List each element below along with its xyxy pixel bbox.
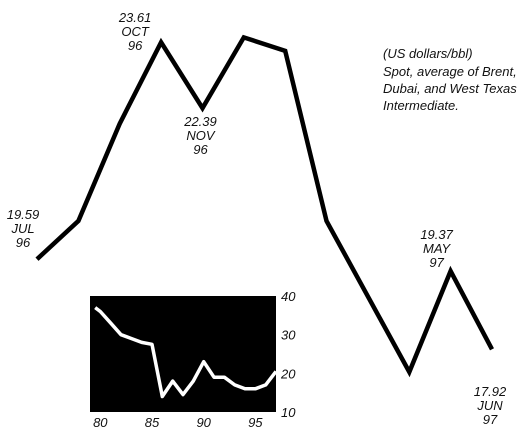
note-line-1: (US dollars/bbl): [383, 46, 473, 61]
data-label: JUN: [476, 398, 503, 413]
inset-y-tick-label: 10: [281, 405, 296, 420]
data-label: 96: [193, 142, 208, 157]
note-line-4: Intermediate.: [383, 98, 459, 113]
inset-x-tick-label: 85: [145, 415, 160, 430]
data-label: 97: [483, 412, 498, 427]
data-label: 97: [429, 255, 444, 270]
data-label: 19.37: [420, 227, 453, 242]
inset-y-tick-label: 40: [281, 289, 296, 304]
inset-y-tick-label: 30: [281, 328, 296, 343]
data-label: 19.59: [7, 207, 40, 222]
data-label: JUL: [10, 221, 34, 236]
data-label: 96: [128, 38, 143, 53]
note-line-2: Spot, average of Brent,: [383, 64, 517, 79]
inset-x-tick-label: 95: [248, 415, 263, 430]
note-line-3: Dubai, and West Texas: [383, 81, 517, 96]
data-label: 22.39: [183, 114, 217, 129]
inset-chart: 80 85 90 95 40 30 20 10: [90, 289, 296, 430]
inset-x-tick-label: 90: [196, 415, 211, 430]
main-series-line: [35, 34, 494, 378]
data-label: OCT: [121, 24, 150, 39]
data-label: 23.61: [118, 10, 152, 25]
data-label: NOV: [186, 128, 216, 143]
inset-y-tick-label: 20: [280, 366, 296, 381]
data-label: MAY: [423, 241, 452, 256]
inset-x-tick-label: 80: [93, 415, 108, 430]
data-label: 17.92: [474, 384, 507, 399]
data-label: 96: [16, 235, 31, 250]
